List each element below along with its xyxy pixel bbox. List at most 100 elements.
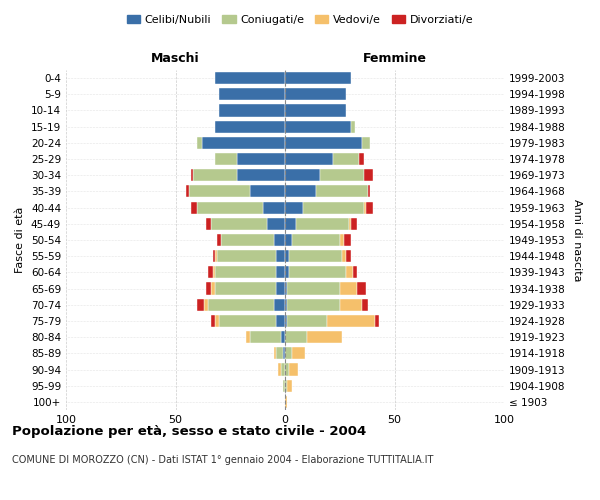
Bar <box>197 298 204 311</box>
Bar <box>375 315 379 327</box>
Bar <box>197 137 202 149</box>
Bar <box>215 315 220 327</box>
Text: Femmine: Femmine <box>362 52 427 65</box>
Bar <box>187 186 188 198</box>
Bar <box>213 266 215 278</box>
Bar <box>281 364 285 376</box>
Bar <box>215 72 285 84</box>
Bar <box>220 88 285 101</box>
Bar <box>276 250 285 262</box>
Bar <box>346 250 350 262</box>
Bar <box>285 137 362 149</box>
Bar <box>340 282 357 294</box>
Bar <box>276 348 283 360</box>
Bar <box>276 266 285 278</box>
Bar <box>351 218 357 230</box>
Bar <box>307 331 342 343</box>
Bar <box>362 298 368 311</box>
Bar <box>215 120 285 132</box>
Bar <box>191 169 193 181</box>
Bar <box>362 137 370 149</box>
Bar <box>357 282 366 294</box>
Bar <box>353 266 357 278</box>
Bar <box>204 298 208 311</box>
Bar <box>237 153 285 165</box>
Bar <box>364 169 373 181</box>
Bar <box>351 120 355 132</box>
Bar <box>302 202 364 213</box>
Bar <box>285 88 346 101</box>
Bar <box>285 364 289 376</box>
Bar <box>285 169 320 181</box>
Bar <box>320 169 364 181</box>
Bar <box>206 282 211 294</box>
Bar <box>346 266 353 278</box>
Bar <box>283 348 285 360</box>
Bar <box>197 202 263 213</box>
Bar <box>217 250 276 262</box>
Bar <box>349 218 350 230</box>
Bar <box>287 315 326 327</box>
Bar <box>211 315 215 327</box>
Bar <box>250 331 281 343</box>
Bar <box>281 331 285 343</box>
Bar <box>211 282 215 294</box>
Bar <box>202 137 285 149</box>
Bar <box>285 348 292 360</box>
Bar <box>208 266 213 278</box>
Bar <box>285 120 351 132</box>
Y-axis label: Fasce di età: Fasce di età <box>16 207 25 273</box>
Bar <box>191 202 197 213</box>
Bar <box>285 298 287 311</box>
Bar <box>292 234 340 246</box>
Bar <box>296 218 349 230</box>
Bar <box>285 266 289 278</box>
Bar <box>342 250 346 262</box>
Text: COMUNE DI MOROZZO (CN) - Dati ISTAT 1° gennaio 2004 - Elaborazione TUTTITALIA.IT: COMUNE DI MOROZZO (CN) - Dati ISTAT 1° g… <box>12 455 433 465</box>
Bar <box>285 396 287 408</box>
Bar <box>368 186 370 198</box>
Bar <box>287 298 340 311</box>
Bar <box>285 250 289 262</box>
Bar <box>292 348 305 360</box>
Bar <box>276 282 285 294</box>
Bar <box>316 186 368 198</box>
Bar <box>333 153 359 165</box>
Bar <box>359 153 364 165</box>
Bar <box>213 250 215 262</box>
Bar <box>220 104 285 117</box>
Bar <box>287 380 292 392</box>
Y-axis label: Anni di nascita: Anni di nascita <box>572 198 582 281</box>
Bar <box>344 234 350 246</box>
Bar <box>278 364 281 376</box>
Bar <box>274 298 285 311</box>
Bar <box>268 218 285 230</box>
Bar <box>208 298 274 311</box>
Bar <box>364 202 366 213</box>
Bar <box>287 282 340 294</box>
Bar <box>206 218 211 230</box>
Bar <box>193 169 237 181</box>
Bar <box>217 234 221 246</box>
Bar <box>289 250 342 262</box>
Bar <box>274 348 276 360</box>
Bar <box>211 218 268 230</box>
Bar <box>340 298 362 311</box>
Bar <box>221 234 274 246</box>
Bar <box>220 315 276 327</box>
Bar <box>245 331 250 343</box>
Bar <box>285 315 287 327</box>
Bar <box>215 153 237 165</box>
Text: Popolazione per età, sesso e stato civile - 2004: Popolazione per età, sesso e stato civil… <box>12 425 366 438</box>
Bar <box>188 186 250 198</box>
Bar <box>276 315 285 327</box>
Bar <box>283 380 285 392</box>
Bar <box>285 331 307 343</box>
Bar <box>285 186 316 198</box>
Legend: Celibi/Nubili, Coniugati/e, Vedovi/e, Divorziati/e: Celibi/Nubili, Coniugati/e, Vedovi/e, Di… <box>122 10 478 29</box>
Bar <box>274 234 285 246</box>
Bar <box>285 380 287 392</box>
Bar <box>237 169 285 181</box>
Bar <box>215 282 276 294</box>
Bar <box>285 202 302 213</box>
